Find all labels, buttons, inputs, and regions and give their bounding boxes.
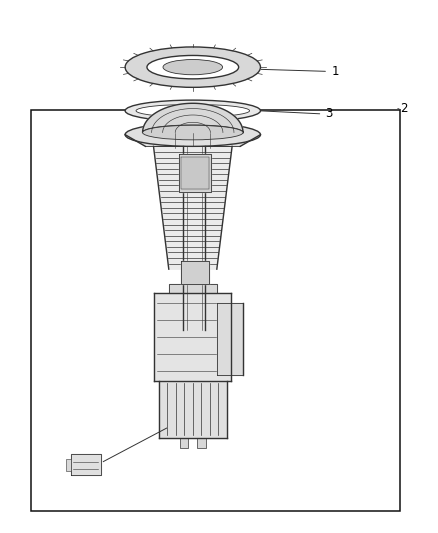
- Polygon shape: [169, 284, 217, 293]
- Polygon shape: [180, 261, 209, 284]
- Polygon shape: [179, 155, 211, 191]
- Polygon shape: [154, 293, 231, 381]
- Polygon shape: [153, 147, 232, 269]
- Polygon shape: [71, 454, 101, 475]
- Ellipse shape: [125, 123, 261, 147]
- Bar: [31, 110, 400, 511]
- Ellipse shape: [163, 60, 223, 75]
- Ellipse shape: [147, 55, 239, 79]
- Ellipse shape: [143, 125, 243, 140]
- Text: 1: 1: [331, 65, 339, 78]
- Text: 3: 3: [325, 108, 332, 120]
- Ellipse shape: [136, 104, 250, 117]
- Bar: [197, 438, 206, 448]
- Polygon shape: [217, 303, 243, 375]
- Polygon shape: [125, 135, 261, 147]
- Text: 2: 2: [400, 102, 408, 115]
- Bar: [66, 459, 71, 471]
- Ellipse shape: [125, 100, 261, 122]
- Polygon shape: [181, 157, 209, 189]
- Polygon shape: [159, 381, 227, 438]
- Bar: [180, 438, 188, 448]
- Ellipse shape: [125, 47, 261, 87]
- Polygon shape: [143, 103, 243, 133]
